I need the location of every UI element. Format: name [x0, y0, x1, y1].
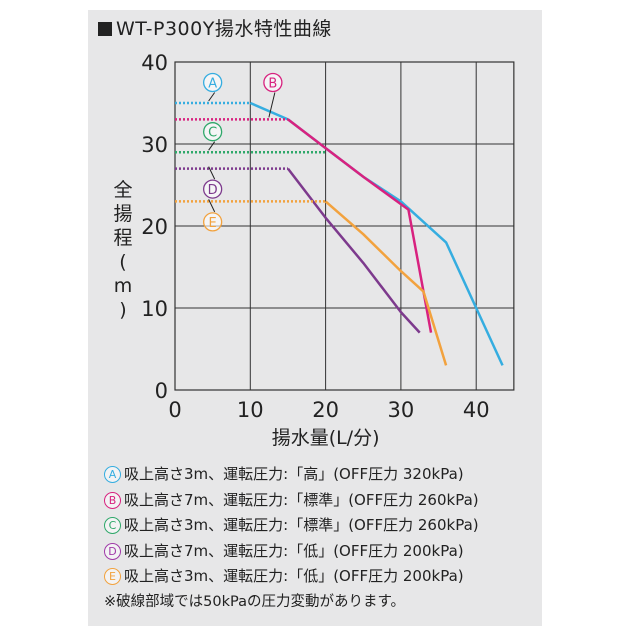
chart-title: WT-P300Y揚水特性曲線 [98, 14, 332, 41]
footnote: ※破線部域では50kPaの圧力変動があります。 [104, 593, 406, 610]
curve-D [286, 167, 421, 334]
x-tick-label: 20 [312, 398, 339, 422]
callout-circle-D [202, 179, 223, 199]
legend-marker: A [104, 466, 121, 484]
legend-item: C 吸上高さ3m、運転圧力:「標準」(OFF圧力 260kPa) [104, 513, 479, 539]
legend-marker: D [104, 542, 121, 560]
y-label-char: ( [119, 251, 127, 273]
y-tick-label: 20 [141, 215, 168, 239]
curve-E [324, 200, 448, 366]
curve-A [249, 101, 504, 366]
x-tick-label: 0 [168, 398, 181, 422]
callout-label-B: B [268, 77, 277, 92]
x-tick-label: 30 [388, 398, 415, 422]
legend-text: 吸上高さ7m、運転圧力:「低」(OFF圧力 200kPa) [124, 541, 464, 560]
callout-circle-B [263, 72, 283, 93]
callout-label-C: C [208, 126, 217, 141]
y-tick-label: 30 [141, 133, 168, 157]
curve-B [287, 118, 433, 333]
square-bullet-icon [98, 22, 112, 36]
legend-text: 吸上高さ3m、運転圧力:「標準」(OFF圧力 260kPa) [124, 516, 479, 534]
y-tick-label: 40 [141, 51, 168, 75]
legend-item: B 吸上高さ7m、運転圧力:「標準」(OFF圧力 260kPa) [104, 488, 479, 514]
legend-item: A 吸上高さ3m、運転圧力:「高」(OFF圧力 320kPa) [104, 462, 479, 488]
plot-frame [174, 61, 515, 391]
callout-circle-A [202, 72, 223, 93]
chart-panel [88, 10, 542, 626]
callout-arrow-D [208, 166, 216, 180]
legend-marker: E [104, 568, 121, 586]
y-label-char: 全 [113, 179, 133, 201]
y-tick-label: 10 [141, 297, 168, 321]
callout-label-D: D [208, 183, 218, 198]
legend-text: 吸上高さ3m、運転圧力:「低」(OFF圧力 200kPa) [124, 567, 464, 585]
legend-text: 吸上高さ7m、運転圧力:「標準」(OFF圧力 260kPa) [124, 490, 479, 509]
x-tick-label: 10 [237, 398, 264, 422]
chart-title-text: WT-P300Y揚水特性曲線 [116, 18, 332, 40]
y-label-char: m [113, 275, 133, 297]
legend-marker: B [104, 491, 121, 509]
y-label-char: 揚 [113, 203, 133, 225]
y-tick-label: 0 [155, 379, 168, 403]
callout-circle-C [202, 122, 223, 142]
x-axis-label: 揚水量(L/分) [272, 427, 380, 449]
callout-circle-E [202, 212, 223, 232]
legend-marker: C [104, 517, 121, 535]
callout-arrow-E [208, 199, 216, 213]
callout-label-E: E [209, 216, 217, 231]
callout-arrow-C [208, 141, 216, 151]
legend: A 吸上高さ3m、運転圧力:「高」(OFF圧力 320kPa) B 吸上高さ7m、運… [104, 462, 479, 615]
legend-item: D 吸上高さ7m、運転圧力:「低」(OFF圧力 200kPa) [104, 539, 479, 565]
y-label-char: 程 [113, 227, 133, 249]
callout-label-A: A [208, 77, 217, 92]
y-axis-label: 全 揚 程 ( m ) [112, 178, 134, 322]
callout-arrow-B [268, 92, 276, 118]
y-label-char: ) [119, 299, 127, 321]
legend-text: 吸上高さ3m、運転圧力:「高」(OFF圧力 320kPa) [124, 465, 464, 483]
x-tick-label: 40 [463, 398, 490, 422]
legend-item: E 吸上高さ3m、運転圧力:「低」(OFF圧力 200kPa) [104, 564, 479, 590]
callout-arrow-A [208, 92, 216, 102]
